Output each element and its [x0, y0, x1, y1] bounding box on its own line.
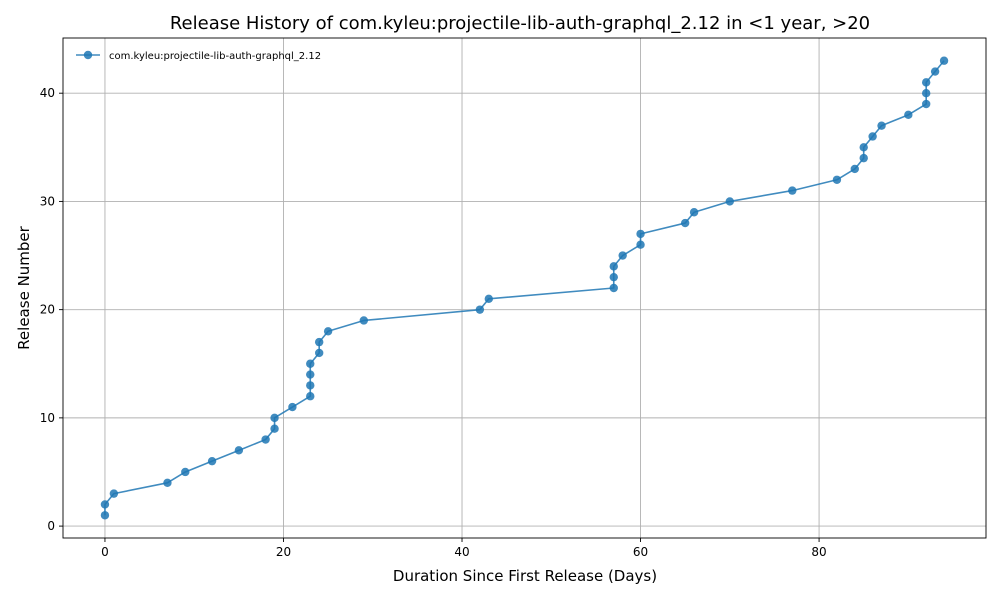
y-tick-label: 30: [40, 194, 55, 208]
data-point: [859, 153, 868, 163]
data-point: [306, 359, 315, 368]
data-point: [921, 99, 931, 109]
data-point: [609, 272, 618, 282]
data-point: [484, 294, 493, 304]
data-point: [306, 392, 315, 401]
data-point: [323, 327, 333, 336]
series-layer: [100, 56, 949, 520]
y-tick-label: 10: [40, 411, 55, 425]
data-point: [636, 229, 645, 239]
legend: com.kyleu:projectile-lib-auth-graphql_2.…: [76, 50, 321, 62]
data-point: [270, 424, 279, 433]
data-point: [306, 381, 315, 390]
data-point: [689, 208, 699, 217]
data-point: [930, 67, 940, 76]
data-point: [100, 500, 110, 509]
data-point: [832, 175, 842, 184]
data-point: [921, 78, 931, 87]
x-tick-label: 60: [633, 545, 648, 559]
data-point: [939, 56, 949, 65]
data-point: [877, 121, 886, 130]
x-tick-label: 40: [454, 545, 469, 559]
axis-ticks: 0 20 40 60 80 0 10 20 30 40: [40, 86, 827, 559]
x-tick-label: 80: [811, 545, 826, 559]
x-tick-label: 20: [276, 545, 291, 559]
data-point: [680, 218, 690, 228]
legend-label: com.kyleu:projectile-lib-auth-graphql_2.…: [109, 51, 321, 62]
data-point: [921, 88, 931, 98]
data-point: [788, 186, 797, 195]
data-point: [904, 110, 913, 120]
y-tick-label: 0: [47, 519, 55, 533]
data-point: [306, 370, 315, 379]
data-point: [207, 456, 217, 466]
data-point: [359, 316, 369, 325]
data-point: [475, 305, 485, 314]
data-point: [859, 143, 868, 152]
data-point: [314, 337, 324, 347]
data-point: [100, 511, 110, 520]
data-point: [181, 467, 190, 477]
data-point: [609, 283, 618, 293]
data-point: [609, 262, 618, 271]
chart-title: Release History of com.kyleu:projectile-…: [170, 13, 870, 34]
data-point: [270, 413, 279, 423]
data-point: [288, 402, 297, 412]
y-axis-title: Release Number: [15, 225, 33, 349]
plot-area-frame: [62, 37, 987, 539]
data-point: [636, 240, 645, 249]
y-tick-label: 40: [40, 86, 55, 100]
data-point: [314, 348, 324, 358]
data-point: [234, 446, 244, 455]
data-point: [850, 164, 859, 174]
data-point: [725, 197, 735, 206]
data-point: [109, 489, 119, 498]
data-point: [868, 132, 877, 141]
data-point: [618, 251, 627, 260]
data-point: [163, 478, 172, 488]
x-tick-label: 0: [101, 545, 109, 559]
data-point: [261, 435, 270, 444]
y-tick-label: 20: [40, 303, 55, 317]
legend-marker-swatch: [83, 50, 93, 60]
x-axis-title: Duration Since First Release (Days): [393, 567, 657, 585]
grid: [63, 38, 986, 538]
